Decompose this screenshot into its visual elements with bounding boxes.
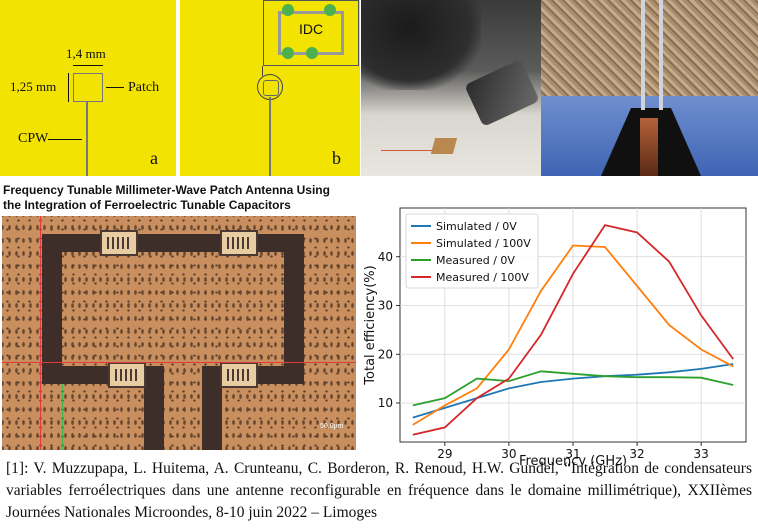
dim-arrow-width (73, 65, 103, 66)
figure-caption-title: Frequency Tunable Millimeter-Wave Patch … (3, 183, 383, 213)
series-line-4 (412, 224, 734, 436)
x-tick-label-33: 33 (694, 447, 709, 461)
x-tick-label-31: 31 (565, 447, 580, 461)
idc-cell-2 (220, 230, 258, 256)
caption-line-2: the Integration of Ferroelectric Tunable… (3, 198, 291, 212)
idc-inset: IDC (263, 0, 359, 66)
legend-entry-1: Simulated / 0V (436, 220, 517, 233)
y-tick-label-10: 10 (378, 396, 393, 410)
x-tick-label-29: 29 (437, 447, 452, 461)
probe-closeup-photo (541, 0, 758, 176)
idc-cell-4 (220, 362, 258, 388)
cpw-label: CPW (18, 131, 49, 146)
panel-b-layout: IDC b (180, 0, 360, 176)
probe-tip (430, 138, 458, 154)
x-tick-label-32: 32 (629, 447, 644, 461)
measure-line-green (62, 384, 63, 450)
antenna-trace-right (284, 234, 304, 384)
panel-letter-b: b (332, 148, 341, 168)
chart-series (412, 224, 734, 436)
cpw-line (86, 102, 88, 176)
y-tick-label-40: 40 (378, 250, 393, 264)
idc-cell-3 (108, 362, 146, 388)
idc-capacitor-2 (324, 4, 336, 16)
feed-line-left (144, 366, 164, 450)
cpw-pointer-arrow (48, 139, 82, 140)
y-axis-ticks: 10 20 30 40 (378, 250, 400, 410)
dim-width-label: 1,4 mm (66, 46, 106, 61)
idc-label: IDC (299, 21, 324, 37)
series-line-2 (412, 244, 734, 426)
x-tick-label-30: 30 (501, 447, 516, 461)
antenna-trace-left (42, 234, 62, 384)
antenna-trace-top (42, 234, 304, 252)
series-line-1 (412, 363, 734, 419)
caption-line-1: Frequency Tunable Millimeter-Wave Patch … (3, 183, 330, 197)
measure-line-vertical (40, 216, 41, 450)
panel-a-layout: 1,4 mm 1,25 mm Patch CPW a (0, 0, 176, 176)
y-tick-label-20: 20 (378, 347, 393, 361)
measurement-setup-photo (361, 0, 541, 176)
feed-line-right (202, 366, 222, 450)
y-tick-label-30: 30 (378, 299, 393, 313)
patch-pointer-arrow (106, 87, 124, 88)
measure-line-horizontal (2, 362, 356, 363)
scale-bar-label: 50.0µm (320, 423, 344, 430)
legend-entry-3: Measured / 0V (436, 254, 515, 267)
legend-entry-2: Simulated / 100V (436, 237, 531, 250)
zoom-connector-line (262, 66, 263, 76)
y-axis-label: Total efficiency(%) (363, 265, 378, 385)
legend-entry-4: Measured / 100V (436, 271, 529, 284)
series-line-3 (412, 370, 734, 407)
idc-capacitor-4 (306, 47, 318, 59)
cpw-line-b (269, 97, 271, 176)
dim-height-label: 1,25 mm (10, 79, 57, 94)
panel-letter-a: a (150, 148, 158, 168)
patch-label: Patch (128, 80, 160, 95)
micrograph-photo: 50.0µm (2, 216, 356, 450)
idc-capacitor-3 (282, 47, 294, 59)
chart-legend: Simulated / 0V Simulated / 100V Measured /… (405, 213, 539, 289)
reference-citation: [1]: V. Muzzupapa, L. Huitema, A. Crunte… (6, 460, 752, 521)
idc-capacitor-1 (282, 4, 294, 16)
x-axis-ticks: 29 30 31 32 33 (437, 442, 709, 461)
idc-cell-1 (100, 230, 138, 256)
x-axis-label: Frequency (GHz) (519, 454, 627, 466)
dim-arrow-height (68, 73, 69, 102)
patch-square (73, 73, 103, 102)
legend-box (405, 213, 539, 289)
